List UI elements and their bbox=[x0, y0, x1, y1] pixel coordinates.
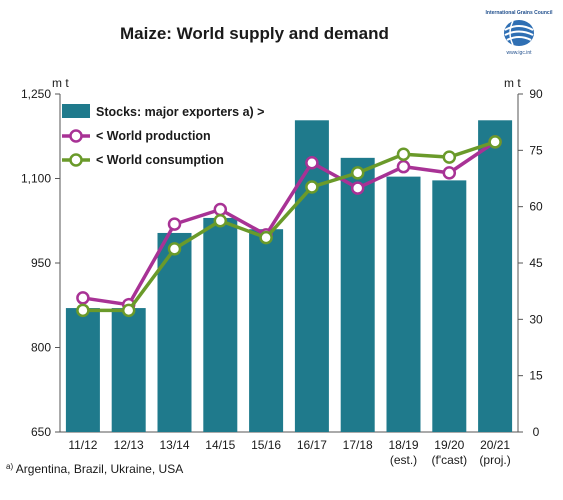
x-tick-label: 15/16 bbox=[251, 438, 281, 452]
x-tick-sublabel: (f'cast) bbox=[431, 453, 467, 467]
x-tick-label: 20/21 bbox=[480, 438, 510, 452]
legend-consumption-marker-swatch bbox=[69, 153, 83, 167]
production-point bbox=[442, 166, 457, 180]
x-tick-label: 11/12 bbox=[68, 438, 97, 452]
left-tick-label: 650 bbox=[31, 425, 51, 439]
production-point bbox=[350, 181, 365, 195]
stock-bar bbox=[65, 308, 100, 432]
stock-bar bbox=[203, 217, 238, 432]
stock-bar bbox=[249, 229, 284, 432]
production-point bbox=[396, 159, 411, 174]
consumption-point bbox=[350, 166, 365, 180]
igc-logo: International Grains Council www.igc.int bbox=[484, 10, 554, 56]
right-tick-label: 75 bbox=[529, 143, 543, 157]
right-axis-unit: m t bbox=[504, 76, 521, 90]
footnote: a) Argentina, Brazil, Ukraine, USA bbox=[6, 462, 183, 476]
x-tick-label: 18/19 bbox=[388, 438, 418, 452]
legend-consumption-label: < World consumption bbox=[96, 153, 224, 167]
consumption-point bbox=[167, 242, 182, 256]
consumption-point bbox=[442, 150, 457, 164]
footnote-text: Argentina, Brazil, Ukraine, USA bbox=[15, 462, 184, 476]
left-tick-label: 950 bbox=[31, 256, 51, 270]
right-tick-label: 30 bbox=[529, 312, 543, 326]
x-tick-sublabel: (est.) bbox=[390, 453, 417, 467]
legend-bar-swatch bbox=[62, 104, 90, 118]
consumption-line bbox=[82, 140, 496, 313]
left-axis-unit: m t bbox=[52, 76, 69, 90]
production-point bbox=[213, 202, 228, 217]
logo-org-text: International Grains Council bbox=[485, 10, 553, 16]
legend-production-marker-swatch bbox=[69, 129, 83, 143]
production-point bbox=[76, 291, 90, 305]
legend-production-label: < World production bbox=[96, 129, 211, 143]
consumption-point bbox=[259, 230, 273, 245]
stock-bar bbox=[294, 120, 329, 433]
stock-bar bbox=[432, 180, 467, 432]
x-tick-label: 14/15 bbox=[205, 438, 235, 452]
consumption-point bbox=[396, 147, 411, 162]
production-line bbox=[82, 140, 497, 307]
x-tick-label: 16/17 bbox=[297, 438, 327, 452]
stock-bar bbox=[386, 176, 421, 432]
consumption-point bbox=[305, 180, 319, 194]
left-tick-label: 1,250 bbox=[21, 87, 51, 101]
x-tick-label: 17/18 bbox=[343, 438, 373, 452]
x-tick-sublabel: (proj.) bbox=[479, 453, 510, 467]
x-tick-label: 13/14 bbox=[159, 438, 189, 452]
legend-stocks-label: Stocks: major exporters a) > bbox=[96, 105, 264, 119]
globe-icon bbox=[504, 20, 534, 46]
chart-title: Maize: World supply and demand bbox=[120, 24, 389, 43]
consumption-point bbox=[213, 214, 228, 228]
production-point bbox=[305, 155, 319, 170]
right-tick-label: 15 bbox=[529, 369, 543, 383]
left-tick-label: 1,100 bbox=[21, 172, 51, 186]
footnote-mark: a) bbox=[6, 462, 14, 471]
stock-bar bbox=[111, 308, 146, 432]
consumption-point bbox=[488, 135, 502, 149]
x-tick-label: 12/13 bbox=[114, 438, 144, 452]
logo-url-text: www.igc.int bbox=[506, 50, 532, 56]
right-tick-label: 90 bbox=[529, 87, 543, 101]
right-tick-label: 0 bbox=[533, 425, 540, 439]
right-tick-label: 45 bbox=[529, 256, 543, 270]
right-tick-label: 60 bbox=[529, 200, 543, 214]
production-point bbox=[167, 217, 182, 231]
stock-bar bbox=[340, 157, 375, 432]
consumption-point bbox=[76, 303, 90, 318]
x-tick-label: 19/20 bbox=[434, 438, 464, 452]
left-tick-label: 800 bbox=[31, 341, 51, 355]
consumption-point bbox=[121, 303, 136, 318]
stock-bar bbox=[478, 120, 513, 433]
